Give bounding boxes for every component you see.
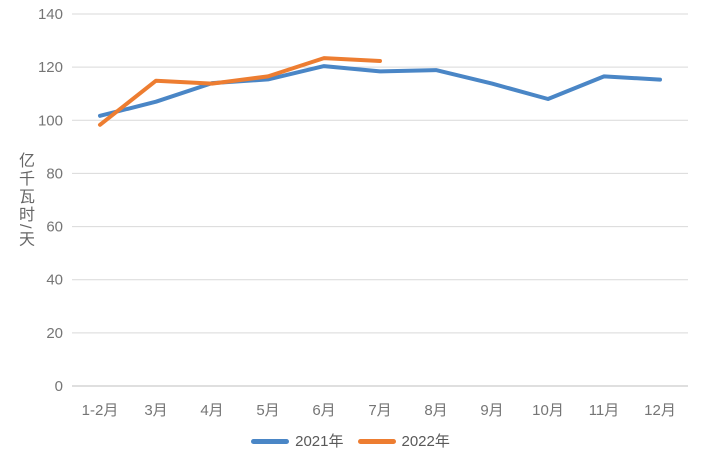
x-tick-label: 3月 [144,402,167,419]
x-tick-label: 12月 [644,402,676,419]
y-tick-label: 20 [46,325,63,342]
legend-label-2022: 2022年 [401,433,450,450]
y-tick-label: 100 [38,112,63,129]
y-tick-label: 140 [38,6,63,23]
legend-label-2021: 2021年 [295,433,344,450]
legend-item-2022: 2022年 [357,433,450,450]
x-tick-label: 5月 [256,402,279,419]
x-tick-label: 11月 [589,402,620,419]
x-tick-label: 8月 [424,402,447,419]
x-tick-label: 10月 [532,402,564,419]
x-tick-label: 7月 [368,402,391,419]
x-tick-label: 4月 [200,402,223,419]
x-tick-label: 9月 [480,402,503,419]
y-tick-label: 0 [55,378,63,395]
legend: 2021年 2022年 [0,434,701,449]
y-axis-title: 亿千瓦时/天 [16,152,33,249]
legend-swatch-2022-line [357,439,396,444]
y-tick-label: 40 [46,272,63,289]
x-tick-label: 1-2月 [82,402,119,419]
legend-swatch-2021-line [251,439,290,444]
y-tick-label: 80 [46,165,63,182]
y-tick-label: 60 [46,219,63,236]
series-line-2022 [98,56,382,127]
y-tick-label: 120 [38,59,63,76]
series-line-2021 [98,64,662,118]
x-tick-label: 6月 [312,402,335,419]
legend-item-2021: 2021年 [251,433,344,450]
